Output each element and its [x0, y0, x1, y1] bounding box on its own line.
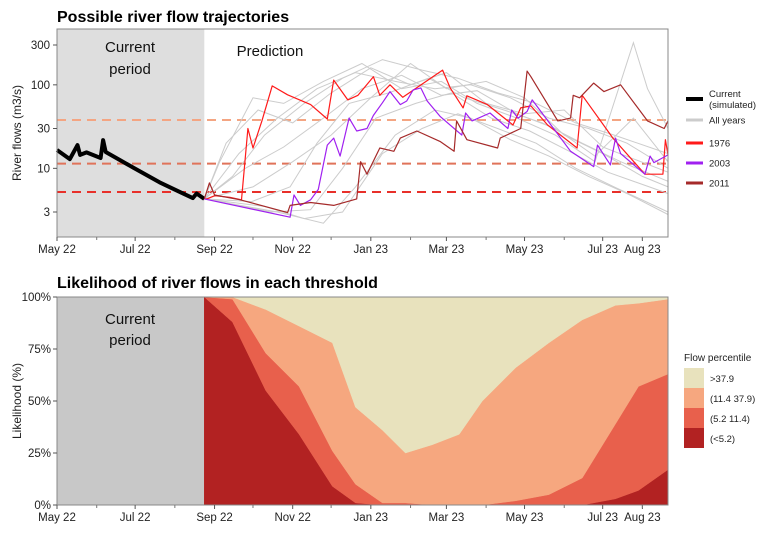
x-tick-label: Mar 23	[429, 244, 465, 256]
legend-label: All years	[709, 116, 746, 127]
y-tick-label: 300	[31, 40, 50, 52]
y-tick-label: 75%	[28, 344, 51, 356]
legend-label-2: (simulated)	[709, 100, 756, 111]
all-years-line	[203, 59, 669, 200]
bottom-y-axis-title: Likelihood (%)	[10, 363, 24, 439]
series-line-2003	[204, 87, 669, 218]
x-tick-label: May 22	[38, 244, 76, 256]
top-current-label-1: Current	[105, 39, 156, 56]
top-plot-area	[55, 28, 669, 238]
all-years-line	[203, 41, 669, 200]
legend-label: Current	[709, 89, 741, 100]
series-line-2011	[203, 70, 669, 214]
current-period-shade	[57, 297, 205, 505]
bottom-current-label-2: period	[109, 332, 151, 349]
x-tick-label: Mar 23	[429, 512, 465, 524]
bottom-chart-title: Likelihood of river flows in each thresh…	[57, 275, 378, 292]
x-tick-label: Jan 23	[354, 244, 389, 256]
y-tick-label: 30	[37, 124, 50, 136]
legend-label: (11.4 37.9)	[710, 394, 755, 405]
bottom-current-label-1: Current	[105, 311, 156, 328]
x-tick-label: Aug 23	[624, 512, 660, 524]
x-tick-label: Jan 23	[354, 512, 389, 524]
legend-title: Flow percentile	[684, 353, 752, 364]
all-years-line	[203, 67, 669, 200]
series-line-1976	[204, 69, 669, 201]
legend-swatch	[684, 368, 704, 388]
legend-label: 2003	[709, 159, 730, 170]
bottom-plot-area	[56, 296, 669, 506]
legend-label: 2011	[709, 179, 729, 190]
y-tick-label: 50%	[28, 396, 51, 408]
x-tick-label: Nov 22	[274, 244, 310, 256]
x-tick-label: Sep 22	[196, 244, 232, 256]
y-tick-label: 100	[31, 80, 50, 92]
y-tick-label: 100%	[22, 292, 51, 304]
series-line-current-simulated-	[55, 138, 206, 201]
top-chart-title: Possible river flow trajectories	[57, 9, 289, 26]
y-tick-label: 25%	[28, 448, 51, 460]
prediction-label: Prediction	[237, 43, 304, 60]
all-years-line	[204, 109, 669, 224]
x-tick-label: Nov 22	[274, 512, 310, 524]
all-years-line	[203, 72, 669, 200]
top-current-label-2: period	[109, 61, 151, 78]
x-tick-label: May 22	[38, 512, 76, 524]
x-tick-label: May 23	[506, 244, 544, 256]
legend-label: 1976	[709, 139, 730, 150]
legend-label: (5.2 11.4)	[710, 414, 750, 425]
legend-label: >37.9	[710, 374, 734, 385]
x-tick-label: Jul 23	[587, 244, 618, 256]
x-tick-label: Jul 23	[587, 512, 618, 524]
x-tick-label: Jul 22	[120, 244, 151, 256]
current-period-shade	[57, 29, 205, 237]
x-tick-label: Sep 22	[196, 512, 232, 524]
top-plot-frame	[56, 28, 669, 238]
legend-swatch	[684, 408, 704, 428]
y-tick-label: 3	[44, 207, 50, 219]
legend-label: (<5.2)	[710, 434, 735, 445]
x-tick-label: Aug 23	[624, 244, 660, 256]
top-y-axis-title: River flows (m3/s)	[10, 85, 24, 181]
legend-swatch	[684, 428, 704, 448]
x-tick-label: Jul 22	[120, 512, 151, 524]
legend-swatch	[684, 388, 704, 408]
x-tick-label: May 23	[506, 512, 544, 524]
y-tick-label: 0%	[34, 500, 51, 512]
y-tick-label: 10	[37, 163, 50, 175]
